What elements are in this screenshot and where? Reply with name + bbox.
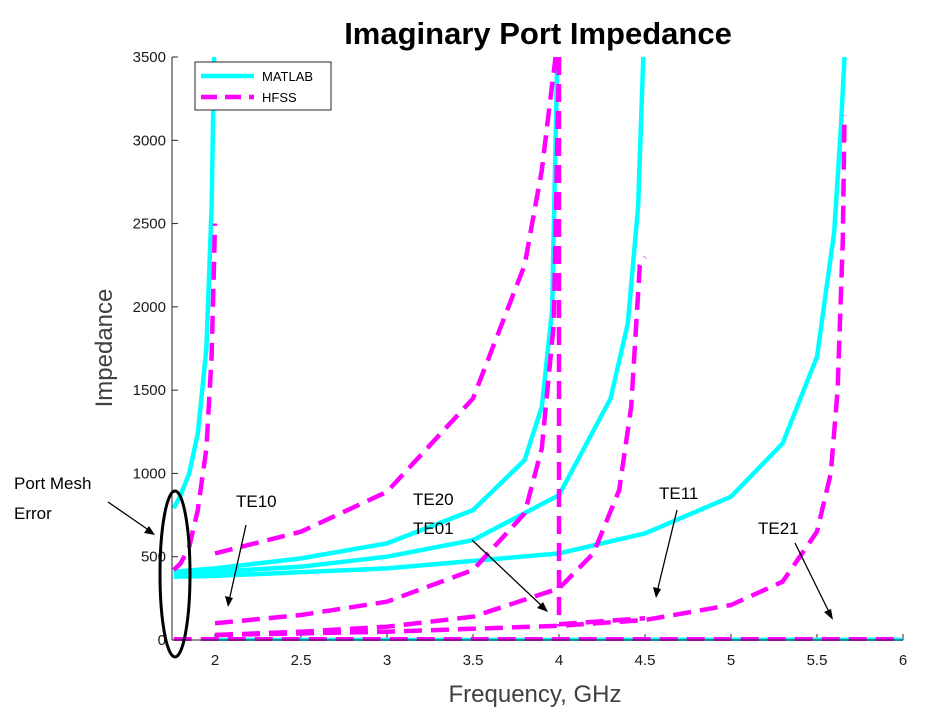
y-tick-label: 3500 — [133, 49, 166, 66]
x-tick-label: 3 — [383, 652, 391, 669]
series-layer — [172, 57, 903, 641]
annotation-te21: TE21 — [758, 519, 799, 538]
arrowhead-te10 — [225, 596, 233, 607]
y-tick-label: 2000 — [133, 299, 166, 316]
annotation-te01: TE01 — [413, 519, 454, 538]
y-tick-label: 2500 — [133, 216, 166, 233]
annotation-te20: TE20 — [413, 490, 454, 509]
y-tick-label: 0 — [158, 632, 166, 649]
arrowhead-port-mesh — [144, 526, 155, 535]
series-hfss-te11-line — [214, 115, 847, 638]
chart-title: Imaginary Port Impedance — [344, 16, 732, 51]
x-tick-label: 3.5 — [463, 652, 484, 669]
x-tick-label: 2.5 — [291, 652, 312, 669]
arrowhead-te11 — [653, 587, 661, 598]
arrow-te10 — [228, 524, 247, 602]
arrowhead-te20-te01 — [537, 602, 548, 612]
y-tick-label: 1500 — [133, 382, 166, 399]
series-matlab-te11-line — [173, 57, 847, 579]
arrowhead-te21 — [824, 609, 833, 620]
arrow-te21 — [794, 542, 831, 615]
legend-label-matlab: MATLAB — [262, 69, 313, 84]
y-axis-label: Impedance — [91, 289, 118, 408]
annotations: Port Mesh Error TE10 TE20 TE01 TE11 TE21 — [14, 474, 833, 659]
y-tick-label: 1000 — [133, 465, 166, 482]
x-axis-label: Frequency, GHz — [449, 681, 622, 708]
arrow-port-mesh — [107, 501, 151, 532]
annotation-te10: TE10 — [236, 492, 277, 511]
annotation-te11: TE11 — [659, 484, 698, 503]
x-tick-label: 5 — [727, 652, 735, 669]
series-hfss-te01-line — [214, 255, 647, 638]
series-hfss-te20-line — [214, 57, 562, 626]
series-matlab-te20-line — [173, 57, 560, 574]
legend: MATLAB HFSS — [194, 61, 332, 111]
x-tick-label: 2 — [211, 652, 219, 669]
annotation-port-mesh-line2: Error — [14, 504, 52, 523]
x-tick-label: 4.5 — [635, 652, 656, 669]
x-tick-label: 6 — [899, 652, 907, 669]
series-hfss-te20-step-line — [556, 57, 646, 627]
annotation-port-mesh: Port Mesh — [14, 474, 91, 493]
legend-box — [194, 61, 332, 111]
port-mesh-error-ellipse — [158, 489, 192, 659]
y-tick-label: 500 — [141, 549, 166, 566]
x-tick-label: 4 — [555, 652, 563, 669]
series-hfss-port-mesh-line — [172, 223, 218, 572]
axes-ticks: 2 2.5 3 3.5 4 4.5 5 5.5 6 0 500 1000 1500 2000 2500 300… — [133, 49, 908, 669]
y-tick-label: 3000 — [133, 132, 166, 149]
x-tick-label: 5.5 — [807, 652, 828, 669]
legend-label-hfss: HFSS — [262, 90, 297, 105]
arrow-te20-te01 — [471, 539, 544, 608]
arrow-te11 — [656, 509, 678, 593]
series-hfss-te10-line — [214, 57, 558, 556]
